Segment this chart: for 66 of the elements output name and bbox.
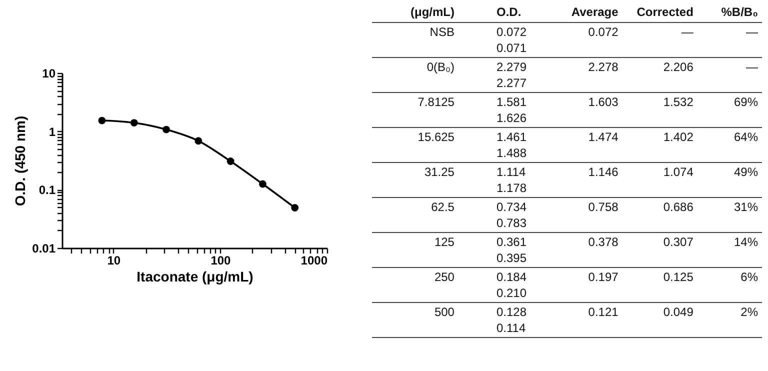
text: Average: [570, 4, 620, 21]
text: —: [622, 22, 698, 57]
y-tick-label: 0.1: [38, 183, 56, 198]
text: —: [697, 22, 762, 57]
text: 0.734 0.783: [468, 197, 554, 232]
text: 1.461 1.488: [468, 127, 554, 162]
text: 2%: [697, 302, 762, 337]
text: 1.474: [554, 127, 622, 162]
y-tick-label: 10: [42, 66, 56, 80]
text: 0.758: [554, 197, 622, 232]
text: 7.8125: [372, 92, 468, 127]
point: [259, 180, 266, 188]
y-axis-title: O.D. (450 nm): [12, 116, 28, 206]
text: 31%: [697, 197, 762, 232]
text: 0.184 0.210: [468, 267, 554, 302]
text: 0(B₀): [372, 57, 468, 92]
text: 0.049: [622, 302, 698, 337]
text: 250: [372, 267, 468, 302]
x-tick-label: 10: [107, 254, 121, 268]
text: 0.125: [622, 267, 698, 302]
text: 1.074: [622, 162, 698, 197]
point: [98, 116, 106, 124]
text: 15.625: [372, 127, 468, 162]
point: [162, 126, 170, 134]
y-tick-label: 0.01: [32, 242, 56, 256]
text: 2.278: [554, 57, 622, 92]
text: 500: [372, 302, 468, 337]
x-axis-title: Itaconate (μg/mL): [136, 268, 254, 284]
text: 49%: [697, 162, 762, 197]
x-tick-label: 1000: [300, 254, 328, 268]
text: 2.206: [622, 57, 698, 92]
text: 6%: [697, 267, 762, 302]
point: [130, 119, 138, 126]
text: 125: [372, 232, 468, 267]
text: 0.378: [554, 232, 622, 267]
text: %B/B₀: [720, 4, 759, 21]
text: 1.532: [622, 92, 698, 127]
text: 0.072: [554, 22, 622, 57]
text: 1.114 1.178: [468, 162, 554, 197]
text: NSB: [372, 22, 468, 57]
text: 1.146: [554, 162, 622, 197]
text: O.D.: [495, 4, 522, 21]
text: 64%: [697, 127, 762, 162]
text: 0.686: [622, 197, 698, 232]
text: Corrected: [636, 4, 694, 21]
text: 2.279 2.277: [468, 57, 554, 92]
text: 0.072 0.071: [468, 22, 554, 57]
text: 1.581 1.626: [468, 92, 554, 127]
text: 31.25: [372, 162, 468, 197]
text: (μg/mL): [409, 4, 456, 21]
text: —: [697, 57, 762, 92]
point: [226, 158, 234, 165]
point: [291, 204, 299, 212]
text: 62.5: [372, 197, 468, 232]
point: [194, 137, 202, 145]
text: 1.603: [554, 92, 622, 127]
text: 0.128 0.114: [468, 302, 554, 337]
text: 1.402: [622, 127, 698, 162]
text: 69%: [697, 92, 762, 127]
x-tick-label: 100: [210, 254, 232, 268]
text: 14%: [697, 232, 762, 267]
y-tick-label: 1: [48, 124, 56, 139]
text: 0.307: [622, 232, 698, 267]
text: 0.121: [554, 302, 622, 337]
text: 0.361 0.395: [468, 232, 554, 267]
text: 0.197: [554, 267, 622, 302]
